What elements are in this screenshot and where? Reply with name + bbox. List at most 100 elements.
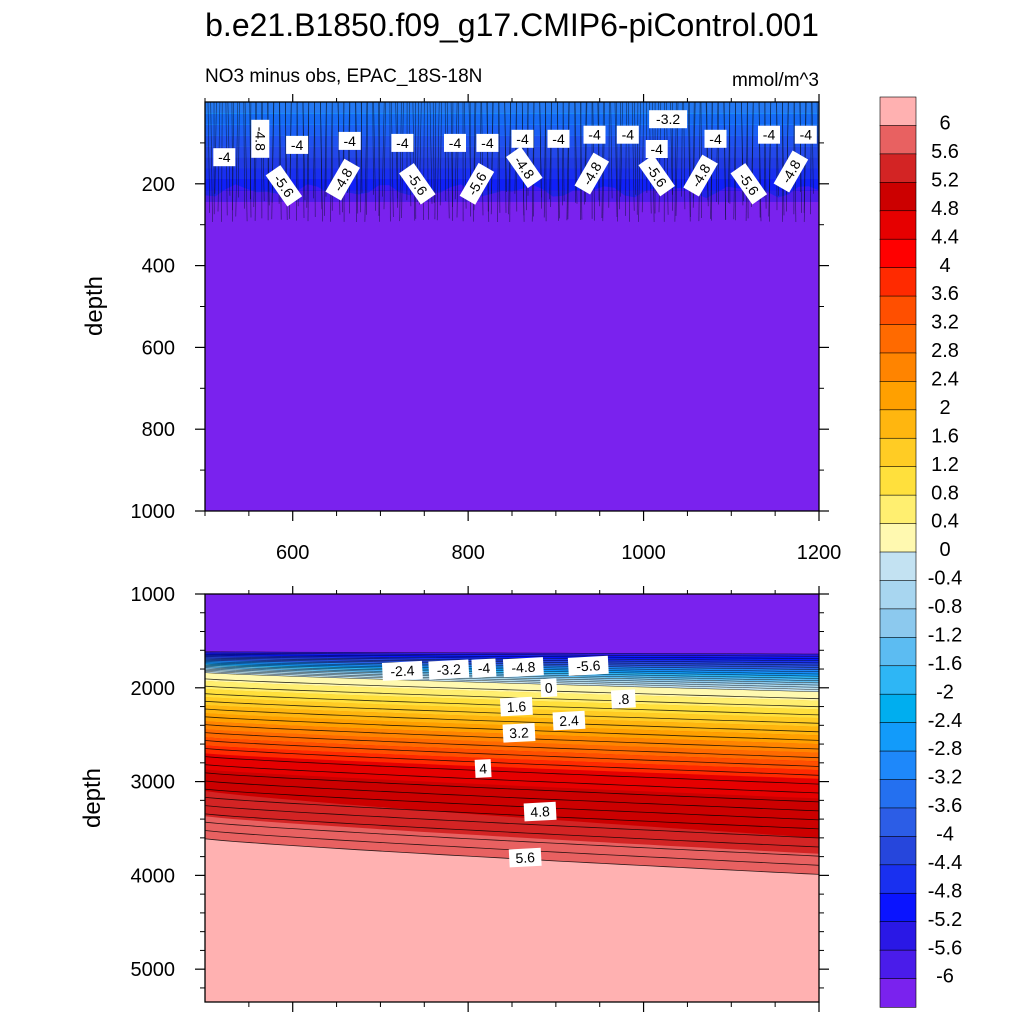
colorbar-swatch [879, 807, 917, 838]
upper-contour-streak [514, 102, 517, 194]
svg-text:-4: -4 [477, 660, 490, 677]
contour-line [205, 748, 819, 776]
svg-text:-4: -4 [516, 131, 529, 147]
contour-label: -4.8 [502, 657, 544, 678]
colorbar-swatch [879, 892, 917, 923]
contour-line [205, 780, 819, 812]
upper-panel: NO3 minus obs, EPAC_18S-18N mmol/m^3 -4-… [81, 66, 841, 564]
upper-contour-streak [758, 102, 762, 222]
colorbar-label: 4 [939, 255, 950, 277]
upper-contour-streak [636, 102, 639, 215]
contour-line [205, 813, 819, 848]
colorbar-label: -1.6 [928, 653, 962, 675]
colorbar-label: -0.8 [928, 596, 962, 618]
upper-contour-streak [723, 102, 727, 220]
colorbar-label: -4 [936, 824, 954, 846]
upper-contour-streak [378, 102, 380, 216]
colorbar-label: -5.2 [928, 909, 962, 931]
contour-label: 1.6 [499, 696, 533, 717]
colorbar-label: 3.6 [931, 283, 959, 305]
colorbar: 6 5.6 5.2 4.8 4.4 4 3.6 3.2 2.8 2.4 2 1.6 1.2 0.8 0.4 0… [879, 96, 962, 1008]
upper-contour-streak [733, 102, 736, 220]
upper-contour-streak [296, 102, 299, 207]
upper-contour-streak [207, 102, 210, 213]
upper-layer-band [205, 168, 819, 180]
upper-contour-streak [490, 102, 494, 215]
y-tick-label: 5000 [131, 959, 176, 981]
colorbar-swatch [879, 978, 917, 1008]
colorbar-swatch [879, 494, 917, 525]
svg-text:5.6: 5.6 [515, 849, 535, 866]
contour-line [205, 708, 819, 733]
colorbar-label: 4.8 [931, 198, 959, 220]
colorbar-swatch [879, 437, 917, 468]
upper-contour-streak [747, 102, 749, 219]
contour-line [205, 651, 819, 655]
svg-text:4: 4 [479, 760, 488, 776]
colorbar-label: 6 [939, 113, 950, 135]
upper-contour-streak [401, 102, 404, 219]
upper-contour-streak [504, 102, 507, 213]
upper-contour-streak [382, 102, 385, 197]
upper-contour-streak [610, 102, 613, 199]
contour-fill-band [205, 672, 819, 701]
upper-contour-streak [364, 102, 368, 222]
colorbar-label: 1.2 [931, 454, 959, 476]
contour-label: -4 [704, 129, 727, 148]
svg-text:-4: -4 [622, 127, 635, 143]
contour-label: -4 [645, 140, 668, 158]
contour-label: -4 [391, 133, 414, 152]
upper-contour-streak [366, 102, 368, 215]
contour-label: -2.4 [381, 660, 423, 681]
upper-contour-streak [487, 102, 489, 212]
colorbar-label: 0 [939, 539, 950, 561]
contour-label: -4.8 [251, 119, 270, 158]
upper-contour-streak [539, 102, 542, 209]
colorbar-label: 3.2 [931, 312, 959, 334]
upper-layer-band [205, 190, 819, 202]
colorbar-label: 1.6 [931, 425, 959, 447]
colorbar-swatch [879, 267, 917, 297]
y-tick-label: 1000 [131, 501, 176, 523]
upper-contour-streak [302, 102, 305, 219]
upper-contour-streak [706, 102, 709, 207]
contour-line [205, 652, 819, 657]
upper-contour-labels: -4-4.8 -4 -4 -4 -4 -4 -4 -4 -4 -4-3.2-4-4 -4 -4-5.6… [213, 110, 817, 207]
y-tick-label: 400 [142, 256, 175, 278]
upper-contour-streak [210, 102, 213, 223]
contour-label: -4 [476, 133, 499, 152]
upper-contour-streak [689, 102, 691, 218]
colorbar-swatch [879, 324, 917, 354]
upper-contour-streak [429, 102, 433, 204]
upper-contour-streak [349, 102, 351, 214]
contour-label: -4 [583, 125, 606, 144]
upper-contour-streak [764, 102, 767, 209]
upper-contour-streak [414, 102, 417, 219]
colorbar-swatch [879, 779, 917, 809]
y-tick-label: 2000 [131, 678, 176, 700]
upper-contour-streak [566, 102, 570, 221]
upper-contour-streak [619, 102, 621, 210]
y-tick-label: 600 [142, 337, 175, 359]
svg-text:-4: -4 [218, 149, 231, 165]
upper-contour-streak [439, 102, 442, 206]
upper-contour-streak [456, 102, 459, 218]
svg-text:-5.6: -5.6 [576, 657, 601, 674]
colorbar-swatch [879, 238, 917, 269]
contour-label: -4 [338, 131, 361, 150]
contour-label: -4 [286, 135, 309, 154]
svg-text:-4: -4 [709, 131, 722, 147]
upper-contour-streak [412, 102, 416, 221]
upper-contour-streak [810, 102, 812, 215]
contour-fill-band [205, 651, 819, 658]
svg-text:-3.2: -3.2 [656, 111, 680, 127]
upper-contour-streak [279, 102, 282, 220]
colorbar-swatch [879, 665, 917, 695]
svg-text:-3.2: -3.2 [436, 661, 461, 678]
colorbar-label: -4.4 [928, 852, 962, 874]
upper-contour-streak [688, 102, 691, 222]
svg-text:4.8: 4.8 [530, 803, 550, 820]
upper-contour-streak [426, 102, 429, 220]
contour-line [205, 740, 819, 767]
upper-contour-streak [498, 102, 501, 213]
